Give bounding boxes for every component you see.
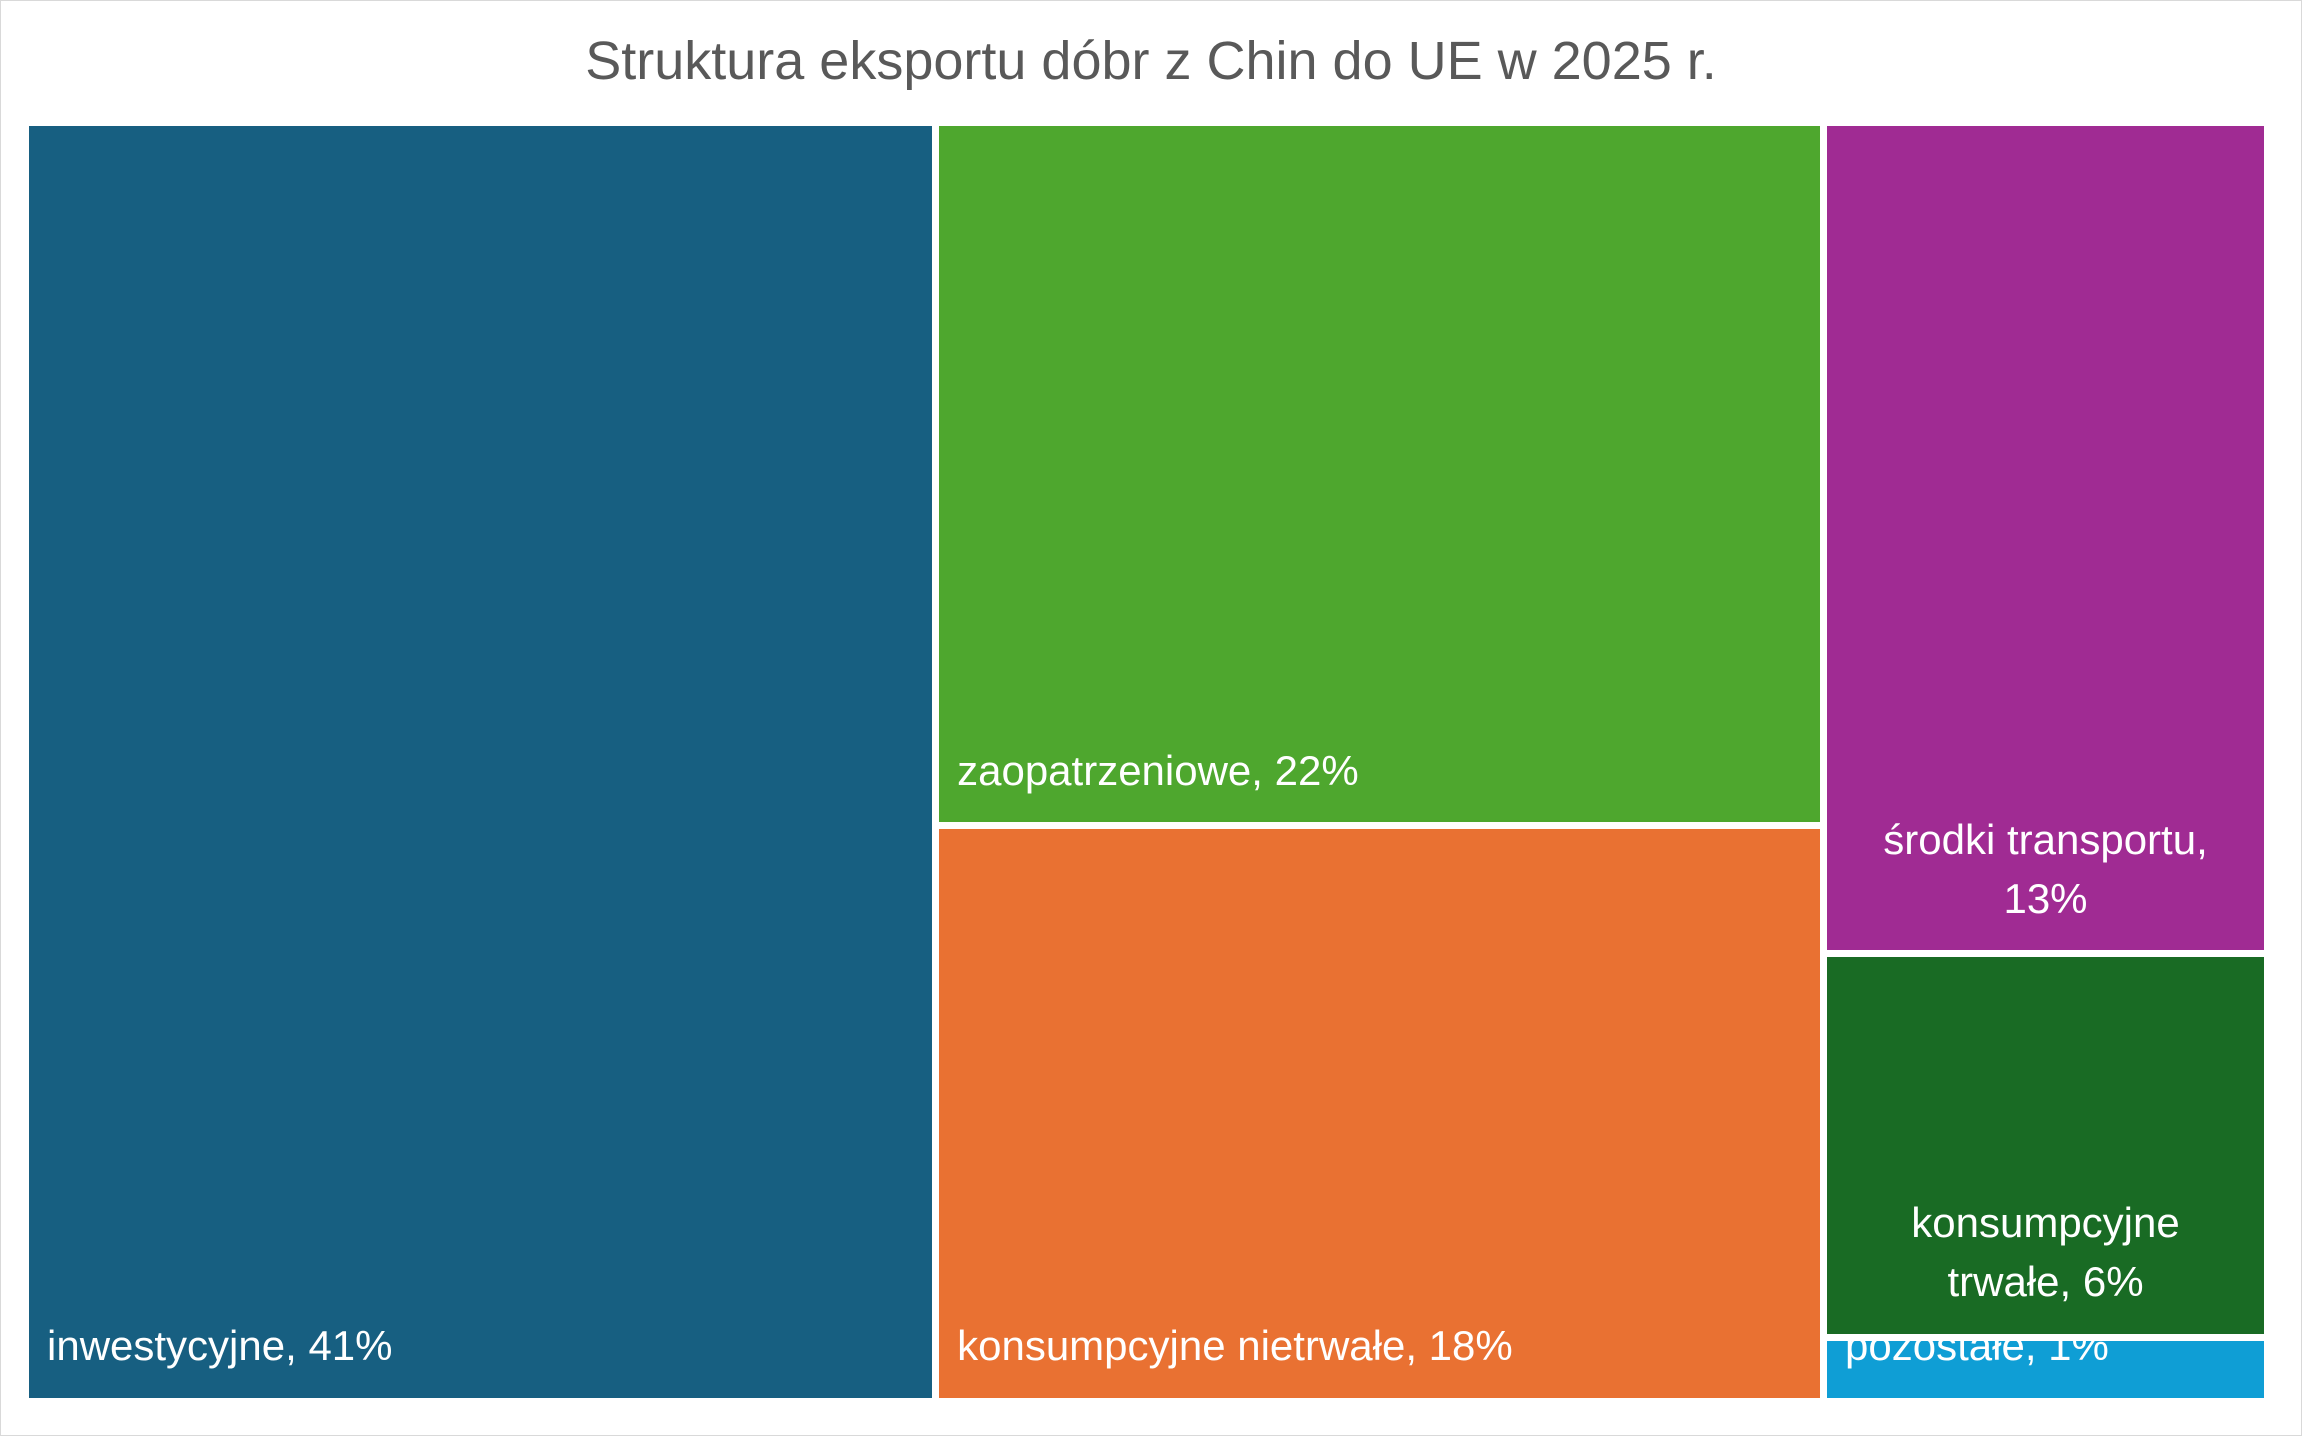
value-label: 41% bbox=[308, 1322, 393, 1370]
data-label: konsumpcyjne nietrwałe, 18% bbox=[957, 1322, 1513, 1370]
treemap-cell: inwestycyjne, 41% bbox=[29, 126, 933, 1398]
category-label: konsumpcyjne nietrwałe bbox=[957, 1322, 1406, 1370]
treemap-cell: pozostałe, 1% bbox=[1827, 1341, 2264, 1398]
category-label: pozostałe bbox=[1845, 1341, 2025, 1370]
treemap-cell: środki transportu, 13% bbox=[1827, 126, 2264, 951]
value-label: 6% bbox=[2082, 1258, 2144, 1306]
value-label: 18% bbox=[1428, 1322, 1513, 1370]
treemap-cell: konsumpcyjne nietrwałe, 18% bbox=[939, 829, 1821, 1398]
category-label: środki transportu bbox=[1883, 815, 2197, 863]
value-label: 1% bbox=[2048, 1341, 2109, 1370]
data-label: środki transportu, 13% bbox=[1883, 815, 2208, 922]
category-label: zaopatrzeniowe bbox=[957, 746, 1252, 794]
data-label: zaopatrzeniowe, 22% bbox=[957, 746, 1359, 794]
data-label: inwestycyjne, 41% bbox=[47, 1322, 393, 1370]
treemap-cell: zaopatrzeniowe, 22% bbox=[939, 126, 1821, 823]
treemap-cell: konsumpcyjne trwałe, 6% bbox=[1827, 957, 2264, 1335]
data-label: pozostałe, 1% bbox=[1845, 1341, 2109, 1376]
category-label: inwestycyjne bbox=[47, 1322, 286, 1370]
value-label: 13% bbox=[2003, 874, 2088, 922]
chart-title: Struktura eksportu dóbr z Chin do UE w 2… bbox=[585, 31, 1717, 91]
value-label: 22% bbox=[1274, 746, 1359, 794]
category-label: konsumpcyjne trwałe bbox=[1911, 1199, 2180, 1306]
data-label: konsumpcyjne trwałe, 6% bbox=[1911, 1199, 2180, 1306]
